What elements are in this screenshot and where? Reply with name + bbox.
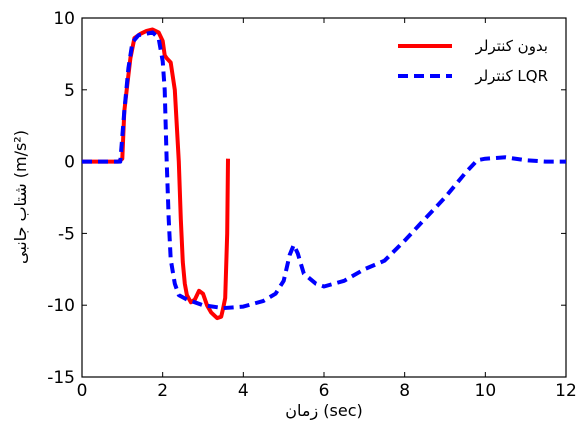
y-axis-label: شتاب جانبی (m/s²) (11, 130, 30, 264)
y-tick-label: 10 (53, 9, 75, 29)
y-tick-label: 5 (64, 81, 75, 101)
x-axis-label: زمان (sec) (285, 401, 362, 421)
legend: بدون کنترلر کنترلر LQR (398, 37, 548, 85)
y-tick-label: -5 (58, 224, 75, 244)
y-tick-label: -15 (47, 368, 75, 388)
x-tick-label: 6 (319, 381, 330, 401)
x-tick-label: 0 (77, 381, 88, 401)
x-tick-label: 2 (157, 381, 168, 401)
x-tick-label: 4 (238, 381, 249, 401)
axis-ticks: 0 2 4 6 8 10 12 -15 -10 -5 0 5 10 (47, 9, 577, 401)
series-layer (82, 27, 566, 321)
series-line-2 (82, 30, 566, 311)
x-tick-label: 10 (475, 381, 497, 401)
x-tick-label: 12 (555, 381, 577, 401)
legend-label-1: بدون کنترلر (475, 37, 548, 55)
legend-label-2: کنترلر LQR (474, 67, 548, 85)
y-tick-label: 0 (64, 153, 75, 173)
x-tick-label: 8 (399, 381, 410, 401)
y-tick-label: -10 (47, 296, 75, 316)
